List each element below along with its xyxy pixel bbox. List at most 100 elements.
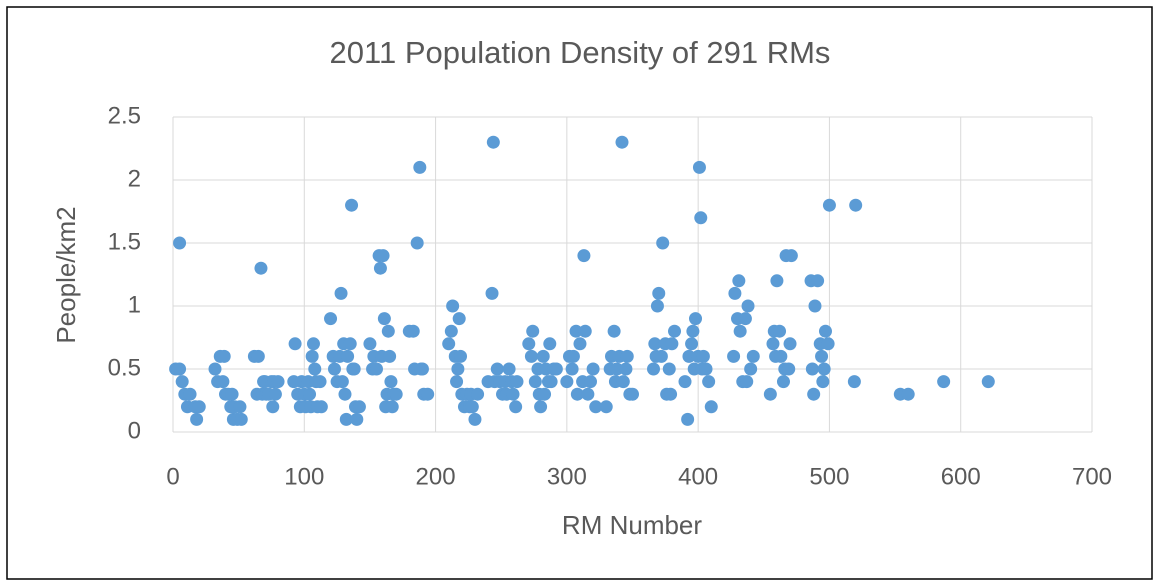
point (225, 387, 239, 401)
point (577, 249, 591, 263)
point (534, 400, 548, 414)
point (468, 412, 482, 426)
point (668, 324, 682, 338)
point (251, 349, 265, 363)
point (694, 211, 708, 225)
point (620, 349, 634, 363)
chart-border (6, 6, 1153, 580)
point (352, 400, 366, 414)
point (549, 362, 563, 376)
point (384, 375, 398, 389)
point (345, 198, 359, 212)
point (937, 375, 951, 389)
point (583, 375, 597, 389)
point (901, 387, 915, 401)
point (665, 337, 679, 351)
point (471, 387, 485, 401)
point (373, 261, 387, 275)
point (784, 249, 798, 263)
point (314, 400, 328, 414)
point (599, 400, 613, 414)
x-tick-label: 300 (547, 463, 587, 490)
point (413, 160, 427, 174)
point (732, 274, 746, 288)
chart-title: 2011 Population Density of 291 RMs (330, 35, 831, 70)
x-tick-label: 700 (1072, 463, 1112, 490)
point (783, 337, 797, 351)
y-tick-label: 1.5 (108, 228, 141, 255)
point (421, 387, 435, 401)
point (266, 400, 280, 414)
point (383, 349, 397, 363)
point (490, 362, 504, 376)
point (728, 286, 742, 300)
point (652, 286, 666, 300)
point (303, 387, 317, 401)
point (509, 400, 523, 414)
point (818, 324, 832, 338)
point (776, 375, 790, 389)
point (454, 349, 468, 363)
point (190, 412, 204, 426)
point (254, 261, 268, 275)
point (610, 362, 624, 376)
point (733, 324, 747, 338)
point (570, 387, 584, 401)
point (506, 387, 520, 401)
y-tick-label: 0.5 (108, 354, 141, 381)
point (376, 249, 390, 263)
point (589, 400, 603, 414)
point (543, 337, 557, 351)
point (566, 349, 580, 363)
x-tick-label: 0 (166, 463, 179, 490)
point (586, 362, 600, 376)
point (536, 349, 550, 363)
point (216, 375, 230, 389)
point (335, 375, 349, 389)
point (173, 236, 187, 250)
point (626, 387, 639, 401)
point (444, 324, 458, 338)
point (363, 337, 377, 351)
point (607, 324, 621, 338)
point (808, 299, 822, 313)
x-tick-label: 200 (416, 463, 456, 490)
point (377, 312, 391, 326)
point (173, 362, 187, 376)
y-axis-title: People/km2 (51, 206, 81, 343)
point (689, 312, 703, 326)
point (773, 324, 787, 338)
point (415, 362, 429, 376)
point (308, 362, 322, 376)
point (817, 362, 831, 376)
point (821, 337, 835, 351)
point (740, 375, 754, 389)
point (234, 412, 248, 426)
point (616, 375, 630, 389)
point (208, 362, 222, 376)
point (682, 349, 696, 363)
point (805, 362, 819, 376)
point (288, 337, 302, 351)
point (313, 375, 327, 389)
point (510, 375, 524, 389)
point (446, 299, 460, 313)
point (816, 375, 830, 389)
x-tick-label: 500 (809, 463, 849, 490)
x-tick-label: 400 (678, 463, 718, 490)
point (560, 375, 574, 389)
point (450, 375, 464, 389)
point (569, 324, 583, 338)
point (526, 324, 540, 338)
point (350, 412, 364, 426)
point (324, 312, 338, 326)
point (306, 337, 320, 351)
y-tick-label: 2.5 (108, 102, 141, 129)
point (615, 135, 629, 149)
point (175, 375, 189, 389)
y-tick-label: 2 (128, 165, 141, 192)
point (369, 362, 383, 376)
point (528, 375, 542, 389)
x-tick-label: 600 (941, 463, 981, 490)
point (647, 362, 661, 376)
